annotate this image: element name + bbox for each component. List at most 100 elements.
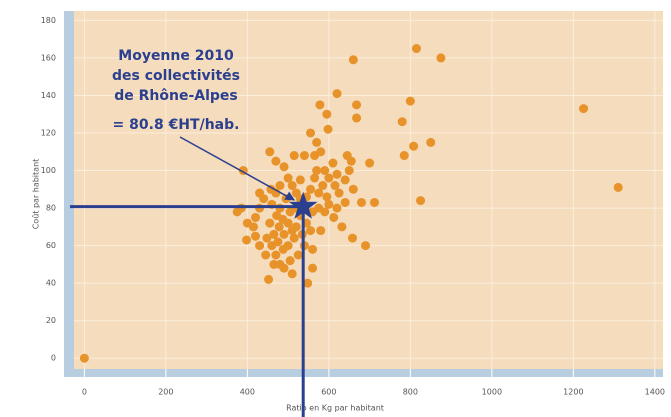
point bbox=[261, 250, 271, 260]
plot-area bbox=[64, 11, 663, 377]
point bbox=[340, 197, 350, 207]
annotation-line: = 80.8 €HT/hab. bbox=[113, 117, 240, 133]
y-tick-label: 180 bbox=[41, 16, 56, 25]
arrow-head bbox=[284, 191, 296, 201]
point bbox=[361, 241, 371, 251]
point bbox=[242, 235, 252, 245]
point bbox=[348, 55, 358, 65]
point bbox=[271, 250, 281, 260]
point bbox=[273, 237, 283, 247]
y-tick-label: 60 bbox=[46, 241, 56, 250]
point bbox=[330, 181, 340, 191]
x-tick-label: 200 bbox=[158, 388, 173, 397]
point bbox=[306, 226, 316, 236]
point bbox=[320, 207, 330, 217]
x-tick-label: 1400 bbox=[645, 388, 665, 397]
point bbox=[322, 192, 332, 202]
point bbox=[283, 241, 293, 251]
point bbox=[266, 184, 276, 194]
point bbox=[332, 89, 342, 99]
annotation-line: de Rhône-Alpes bbox=[114, 88, 238, 104]
point bbox=[320, 166, 330, 176]
point bbox=[370, 197, 380, 207]
point bbox=[344, 166, 354, 176]
point bbox=[283, 173, 293, 183]
y-tick-label: 0 bbox=[51, 354, 56, 363]
point bbox=[279, 162, 289, 172]
y-tick-label: 160 bbox=[41, 53, 56, 62]
point bbox=[436, 53, 446, 63]
point bbox=[274, 222, 284, 232]
y-tick-label: 20 bbox=[46, 316, 56, 325]
point bbox=[411, 44, 421, 54]
y-axis-label: Coût par habitant bbox=[32, 159, 41, 230]
point bbox=[324, 173, 334, 183]
point bbox=[314, 188, 324, 198]
point bbox=[328, 158, 338, 168]
point bbox=[409, 141, 419, 151]
point bbox=[310, 173, 320, 183]
point bbox=[315, 100, 325, 110]
point bbox=[348, 184, 358, 194]
point bbox=[287, 269, 297, 279]
point bbox=[322, 109, 332, 119]
point bbox=[397, 117, 407, 127]
point bbox=[265, 147, 275, 157]
point bbox=[329, 212, 339, 222]
point bbox=[356, 197, 366, 207]
point bbox=[416, 196, 426, 206]
annotation-line: des collectivités bbox=[112, 68, 240, 84]
point bbox=[262, 233, 272, 243]
point bbox=[275, 181, 285, 191]
y-tick-label: 40 bbox=[46, 279, 56, 288]
point bbox=[248, 222, 258, 232]
point bbox=[306, 184, 316, 194]
point bbox=[287, 226, 297, 236]
y-axis-band bbox=[64, 11, 74, 377]
point bbox=[342, 151, 352, 161]
point bbox=[264, 274, 274, 284]
point bbox=[279, 263, 289, 273]
point bbox=[303, 278, 313, 288]
x-tick-label: 1000 bbox=[482, 388, 502, 397]
point bbox=[340, 175, 350, 185]
point bbox=[316, 147, 326, 157]
x-tick-label: 600 bbox=[321, 388, 336, 397]
point bbox=[426, 137, 436, 147]
point bbox=[289, 151, 299, 161]
point bbox=[279, 229, 289, 239]
y-tick-label: 120 bbox=[41, 129, 56, 138]
point bbox=[399, 151, 409, 161]
x-tick-label: 400 bbox=[240, 388, 255, 397]
point bbox=[323, 124, 333, 134]
point bbox=[405, 96, 415, 106]
point bbox=[251, 212, 261, 222]
x-axis-band bbox=[64, 369, 663, 377]
point bbox=[287, 181, 297, 191]
point bbox=[285, 256, 295, 266]
point bbox=[289, 233, 299, 243]
point bbox=[293, 250, 303, 260]
point bbox=[312, 166, 322, 176]
point bbox=[308, 244, 318, 254]
point bbox=[312, 137, 322, 147]
point bbox=[299, 151, 309, 161]
point bbox=[352, 113, 362, 123]
point bbox=[236, 203, 246, 213]
point bbox=[332, 203, 342, 213]
x-tick-label: 800 bbox=[403, 388, 418, 397]
point bbox=[306, 128, 316, 138]
mean-star bbox=[288, 191, 318, 219]
point bbox=[265, 218, 275, 228]
point bbox=[579, 104, 589, 114]
point bbox=[318, 181, 328, 191]
point bbox=[347, 233, 357, 243]
point bbox=[271, 156, 281, 166]
x-tick-label: 0 bbox=[82, 388, 87, 397]
point bbox=[269, 229, 279, 239]
annotation: Moyenne 2010 des collectivités de Rhône-… bbox=[112, 48, 240, 133]
point bbox=[251, 231, 261, 241]
point bbox=[337, 222, 347, 232]
point bbox=[278, 214, 288, 224]
